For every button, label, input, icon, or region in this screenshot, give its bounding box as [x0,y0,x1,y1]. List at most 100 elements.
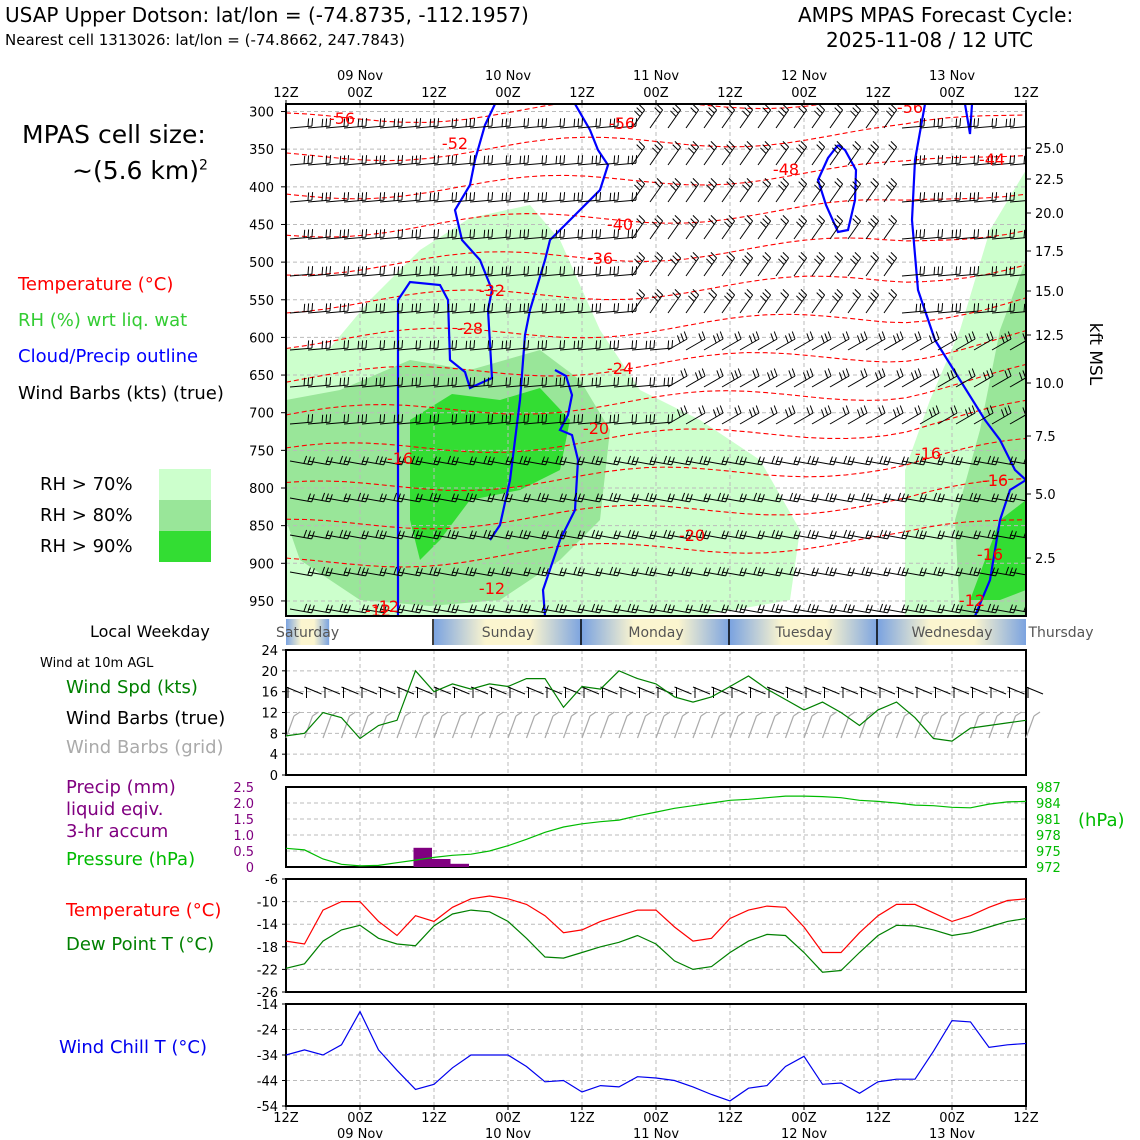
surface-wind-barb-true [489,686,507,698]
cloud-outline [489,104,610,541]
wind-barb [469,455,495,466]
wind-barb [631,340,656,351]
wind-barb [829,405,850,425]
wind-barb [649,414,674,425]
wind-barb [991,229,1016,240]
wind-barb [343,414,368,425]
wind-barb [865,104,880,129]
precip-pressure-frame [285,786,1027,868]
surface-wind-barb-grid [636,711,652,739]
wind-barb [415,118,440,129]
legend-wind: Wind Barbs (kts) (true) [18,383,224,404]
temperature-contour [286,330,1026,383]
weekday-label: Sunday [482,625,534,641]
wind-barb [595,414,620,425]
wind-barb [307,229,332,240]
surface-wind-barb-grid [692,711,708,739]
wind-barb [991,530,1017,540]
wind-barb [955,303,980,314]
temperature-contour-label: -12 [479,579,505,598]
wind-barb [721,567,747,577]
wind-barb [559,604,585,614]
wind-barb [451,155,476,166]
wind-barb [685,529,711,540]
wind-barb [973,368,994,388]
top-time-tick-label: 12Z [569,86,595,101]
wind-barb [955,118,980,129]
temperature-contour-label: -32 [479,281,505,300]
top-date-label: 09 Nov [337,69,383,84]
wind-barb [973,455,999,466]
wind-barb [829,251,844,277]
wind-barb [775,251,790,277]
wind-barb [829,493,855,503]
wind-barb [847,530,873,540]
wind-barb [307,155,332,166]
wind-barb [667,331,688,351]
wind-barb [559,155,584,166]
wind-barb [577,567,603,577]
wind-barb [937,331,958,351]
wind-barb [649,104,664,129]
wind-barb [865,251,880,277]
wind-barb [361,567,387,577]
wind-barb [937,567,963,577]
wind-barb [649,493,675,503]
wind-barb [289,340,314,351]
windchill-ytick-label: -14 [257,998,278,1013]
wind-barb [505,455,531,466]
wind-barb [487,414,512,425]
wind-barb [451,303,476,314]
wind-barb [379,604,405,614]
wind-barb [1009,155,1026,166]
wind-barb [559,377,584,388]
surface-wind-barb-grid [618,711,634,739]
wind-barb [505,266,530,277]
wind-barb [811,214,826,240]
wind-barb [415,192,440,203]
wind-barb [379,340,404,351]
wind-barb [523,340,548,351]
wind-barb [1009,274,1026,277]
wind-barb [793,104,808,129]
wind-barb [757,214,772,240]
wind-barb [991,492,1017,503]
wind-barb [469,493,495,503]
wind-barb [289,118,314,129]
wind-barb [757,567,783,577]
surface-wind-barb-true [840,686,859,698]
wind-barb [703,214,718,240]
wind-barb [595,192,620,203]
wind-barb [415,566,441,577]
wind-barb [667,604,693,614]
wind-barb [289,266,314,277]
wind-barb [541,493,567,503]
pressure-label: Pressure (hPa) [66,849,196,870]
wind-barb [433,529,459,540]
wind-barb [883,288,898,314]
wind-barb [433,303,458,314]
surface-wind-barb-true [1025,686,1044,698]
surface-wind-barb-true [766,686,785,698]
wind-barb [793,455,819,466]
wind-barb [523,604,549,614]
surface-wind-barb-true [359,686,378,698]
wind-barb [307,118,332,129]
wind-barb [685,177,700,203]
top-date-label: 12 Nov [781,69,827,84]
wind-barb [739,104,754,129]
wind-barb [361,493,387,503]
temperature-contour-label: -36 [587,249,613,268]
wind-barb [307,566,333,577]
wind-barb [649,567,675,577]
wind-barb [325,266,350,277]
wind-barb [379,303,404,314]
wind-barb [559,414,584,425]
wind-barb [523,192,548,203]
surface-wind-barb-grid [470,711,486,739]
wind-barb [937,455,963,466]
temperature-contour-label: -16 [982,471,1008,490]
wind-barb [703,456,729,466]
wind-barb [901,303,926,314]
wind-barb [721,140,736,166]
